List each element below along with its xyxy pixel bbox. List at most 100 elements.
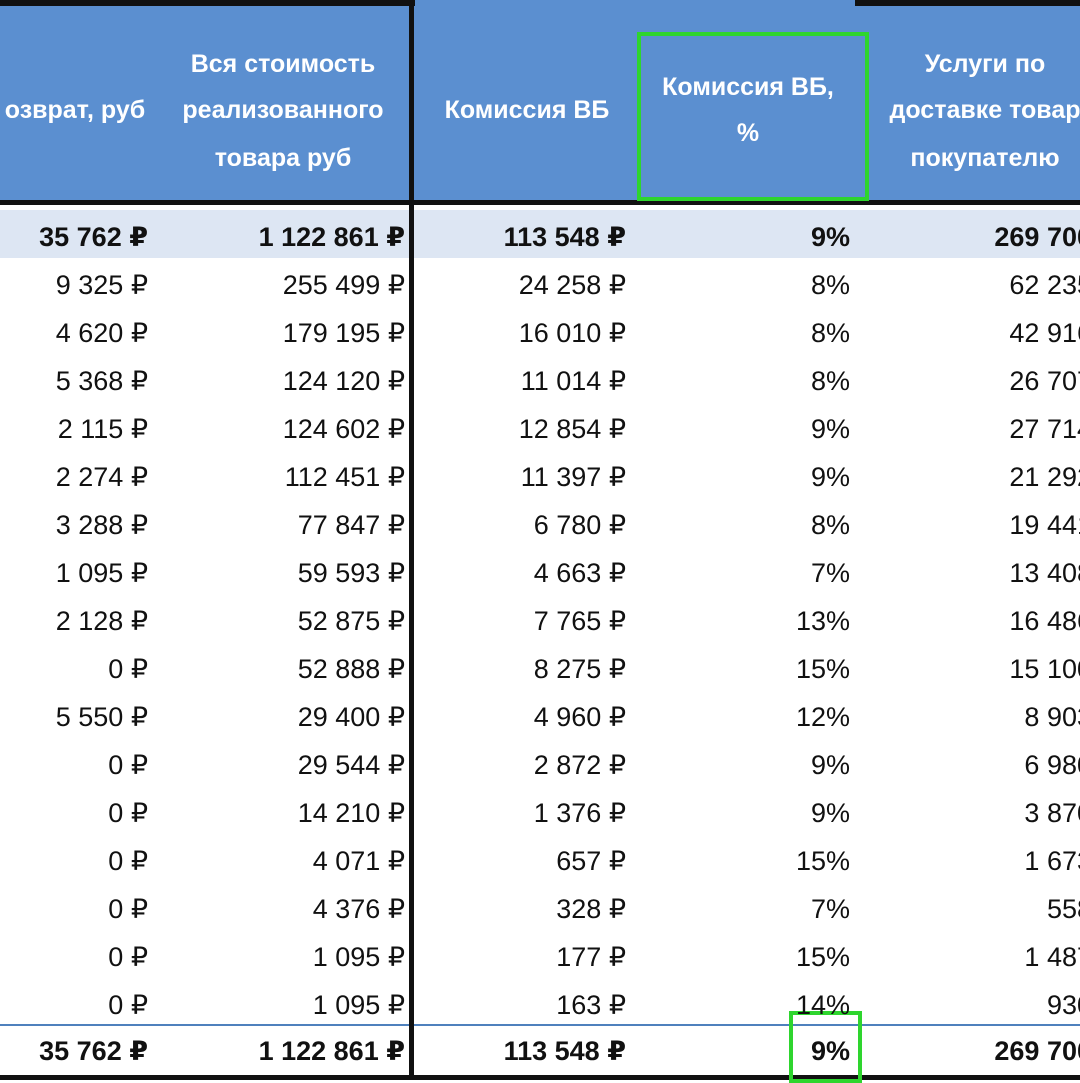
table-cell: 7 765 ₽ xyxy=(533,606,626,636)
table-cell: 1 095 ₽ xyxy=(55,558,148,588)
table-cell: 113 548 ₽ xyxy=(503,1036,626,1066)
total-border xyxy=(0,1024,1080,1026)
table-cell: 9% xyxy=(810,1036,850,1066)
table-cell: 7% xyxy=(810,558,850,588)
table-cell: 26 707 xyxy=(1009,366,1080,396)
table-cell: 1 122 861 ₽ xyxy=(258,1036,405,1066)
table-cell: 29 544 ₽ xyxy=(297,750,405,780)
table-cell: 0 ₽ xyxy=(108,654,148,684)
table-cell: 29 400 ₽ xyxy=(297,702,405,732)
table-cell: 59 593 ₽ xyxy=(297,558,405,588)
table-cell: 62 235 xyxy=(1009,270,1080,300)
table-cell: 11 014 ₽ xyxy=(520,366,626,396)
table-cell: 9% xyxy=(810,750,850,780)
table-cell: 35 762 ₽ xyxy=(39,222,148,252)
header-text: Комиссия ВБ, xyxy=(662,73,834,101)
table-cell: 15 100 xyxy=(1009,654,1080,684)
table-cell: 4 663 ₽ xyxy=(533,558,626,588)
table-cell: 0 ₽ xyxy=(108,750,148,780)
table-cell: 9% xyxy=(810,462,850,492)
table-cell: 0 ₽ xyxy=(108,798,148,828)
table-cell: 6 980 xyxy=(1024,750,1080,780)
table-cell: 112 451 ₽ xyxy=(284,462,405,492)
table-cell: 16 010 ₽ xyxy=(518,318,626,348)
table-cell: 1 095 ₽ xyxy=(312,942,405,972)
table-cell: 24 258 ₽ xyxy=(518,270,626,300)
top-border xyxy=(0,0,415,6)
table-cell: 0 ₽ xyxy=(108,990,148,1020)
table-cell: 13% xyxy=(795,606,850,636)
table-cell: 3 288 ₽ xyxy=(55,510,148,540)
header-border xyxy=(0,200,1080,205)
table-cell: 328 ₽ xyxy=(556,894,626,924)
table-cell: 8% xyxy=(810,270,850,300)
table-cell: 0 ₽ xyxy=(108,942,148,972)
header-text: Комиссия ВБ xyxy=(444,96,610,124)
header-text: % xyxy=(736,119,760,147)
table-cell: 7% xyxy=(810,894,850,924)
table-cell: 5 368 ₽ xyxy=(55,366,148,396)
table-cell: 1 487 xyxy=(1024,942,1080,972)
table-cell: 2 115 ₽ xyxy=(57,414,148,444)
table-cell: 0 ₽ xyxy=(108,894,148,924)
header-text: покупателю xyxy=(910,144,1060,172)
table-cell: 2 128 ₽ xyxy=(55,606,148,636)
table-cell: 2 872 ₽ xyxy=(533,750,626,780)
table-cell: 8% xyxy=(810,366,850,396)
table-cell: 2 274 ₽ xyxy=(55,462,148,492)
table-cell: 4 960 ₽ xyxy=(533,702,626,732)
table-cell: 27 714 xyxy=(1009,414,1080,444)
table-cell: 12 854 ₽ xyxy=(518,414,626,444)
table-cell: 558 xyxy=(1046,894,1080,924)
table-cell: 77 847 ₽ xyxy=(297,510,405,540)
table-cell: 1 673 xyxy=(1024,846,1080,876)
header-text: Вся стоимость xyxy=(190,50,376,78)
table-cell: 4 376 ₽ xyxy=(312,894,405,924)
table-cell: 9% xyxy=(810,222,850,252)
table-cell: 9 325 ₽ xyxy=(55,270,148,300)
table-cell: 4 071 ₽ xyxy=(312,846,405,876)
table-cell: 930 xyxy=(1046,990,1080,1020)
table-cell: 657 ₽ xyxy=(556,846,626,876)
header-text: Услуги по xyxy=(924,50,1046,78)
table-cell: 35 762 ₽ xyxy=(39,1036,148,1066)
table-cell: 269 700 xyxy=(994,222,1080,252)
table-cell: 124 602 ₽ xyxy=(282,414,405,444)
table-cell: 14% xyxy=(795,990,850,1020)
table-cell: 15% xyxy=(795,942,850,972)
top-border xyxy=(855,0,1080,6)
table-cell: 6 780 ₽ xyxy=(533,510,626,540)
table-cell: 0 ₽ xyxy=(108,846,148,876)
table-cell: 14 210 ₽ xyxy=(297,798,405,828)
table-cell: 13 408 xyxy=(1009,558,1080,588)
header-text: озврат, руб xyxy=(4,96,146,124)
table-cell: 16 486 xyxy=(1009,606,1080,636)
table-cell: 8 903 xyxy=(1024,702,1080,732)
table-cell: 52 888 ₽ xyxy=(297,654,405,684)
table-cell: 255 499 ₽ xyxy=(282,270,405,300)
table-cell: 179 195 ₽ xyxy=(282,318,405,348)
table-cell: 9% xyxy=(810,798,850,828)
header-text: доставке товар xyxy=(889,96,1080,124)
table-cell: 8% xyxy=(810,318,850,348)
highlight-box xyxy=(637,32,869,201)
table-cell: 1 122 861 ₽ xyxy=(258,222,405,252)
table-cell: 1 376 ₽ xyxy=(533,798,626,828)
header-text: реализованного xyxy=(182,96,384,124)
table-cell: 124 120 ₽ xyxy=(282,366,405,396)
table-cell: 4 620 ₽ xyxy=(55,318,148,348)
table-cell: 8% xyxy=(810,510,850,540)
table-cell: 1 095 ₽ xyxy=(312,990,405,1020)
table-cell: 163 ₽ xyxy=(556,990,626,1020)
table-cell: 9% xyxy=(810,414,850,444)
table-cell: 15% xyxy=(795,846,850,876)
table-cell: 177 ₽ xyxy=(556,942,626,972)
header-text: товара руб xyxy=(214,144,352,172)
table-cell: 15% xyxy=(795,654,850,684)
table-cell: 3 870 xyxy=(1024,798,1080,828)
column-divider xyxy=(409,0,414,1080)
table-cell: 113 548 ₽ xyxy=(503,222,626,252)
table-cell: 8 275 ₽ xyxy=(533,654,626,684)
table-cell: 5 550 ₽ xyxy=(55,702,148,732)
